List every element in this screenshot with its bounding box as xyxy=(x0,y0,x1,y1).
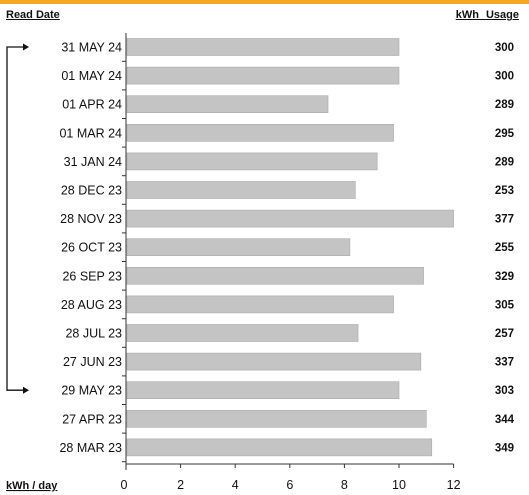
x-tick-label: 2 xyxy=(177,478,184,492)
usage-value: 300 xyxy=(495,71,514,83)
bar xyxy=(126,381,400,400)
bar xyxy=(126,124,394,142)
category-label: 28 AUG 23 xyxy=(61,298,122,312)
category-label: 01 MAY 24 xyxy=(61,69,122,83)
usage-value: 295 xyxy=(495,128,515,140)
usage-value: 300 xyxy=(495,42,514,54)
category-label: 28 MAR 23 xyxy=(59,441,122,455)
x-tick-label: 4 xyxy=(232,478,239,492)
bar xyxy=(126,352,422,371)
x-axis-label: kWh / day xyxy=(6,480,58,492)
usage-value: 257 xyxy=(495,328,514,340)
usage-values-group: 300 300 289 295 289 253 377 255 329 305 257 337 303 3… xyxy=(495,42,515,454)
arrow-icon xyxy=(23,43,29,51)
x-tick-label: 10 xyxy=(392,478,406,492)
category-label: 01 APR 24 xyxy=(62,98,122,112)
bar xyxy=(126,181,356,199)
bar xyxy=(126,409,427,428)
category-label: 26 OCT 23 xyxy=(61,241,122,255)
bar xyxy=(126,38,400,56)
axis-group: 0 2 4 6 8 10 12 kWh / day xyxy=(6,33,461,492)
usage-value: 289 xyxy=(495,99,514,111)
category-label: 31 MAY 24 xyxy=(61,41,122,55)
usage-value: 305 xyxy=(495,299,515,311)
usage-value: 303 xyxy=(495,385,514,397)
category-labels-group: 31 MAY 24 01 MAY 24 01 APR 24 01 MAR 24 31 J… xyxy=(59,41,122,455)
x-tick-label: 12 xyxy=(447,478,461,492)
usage-value: 253 xyxy=(495,185,514,197)
bar xyxy=(126,209,454,228)
read-date-header: Read Date xyxy=(6,9,60,21)
category-label: 31 JAN 24 xyxy=(64,155,122,169)
usage-value: 377 xyxy=(495,214,514,226)
arrow-icon xyxy=(23,386,29,394)
bracket-line xyxy=(6,46,24,391)
category-label: 26 SEP 23 xyxy=(62,269,122,283)
usage-value: 337 xyxy=(495,357,514,369)
category-label: 27 APR 23 xyxy=(62,412,122,426)
bar xyxy=(126,66,400,85)
kwh-usage-header: kWh Usage xyxy=(455,9,519,21)
comparison-bracket xyxy=(6,43,29,394)
usage-value: 349 xyxy=(495,442,514,454)
category-label: 01 MAR 24 xyxy=(59,126,122,140)
category-label: 29 MAY 23 xyxy=(61,384,122,398)
category-label: 28 DEC 23 xyxy=(61,184,122,198)
bar xyxy=(126,438,433,457)
usage-value: 329 xyxy=(495,271,514,283)
x-tick-label: 6 xyxy=(286,478,293,492)
bar xyxy=(126,295,394,314)
x-tick-label: 0 xyxy=(121,478,128,492)
x-tick-label: 8 xyxy=(341,478,348,492)
usage-value: 255 xyxy=(495,242,515,254)
category-label: 27 JUN 23 xyxy=(63,355,122,369)
bar xyxy=(126,152,378,171)
usage-value: 344 xyxy=(495,414,515,426)
bars-group xyxy=(126,38,454,457)
bar xyxy=(126,238,351,256)
bar xyxy=(126,324,359,342)
usage-value: 289 xyxy=(495,156,514,168)
category-label: 28 JUL 23 xyxy=(65,327,122,341)
bar xyxy=(126,95,329,113)
category-label: 28 NOV 23 xyxy=(60,212,122,226)
accent-bar xyxy=(0,0,529,4)
bar xyxy=(126,266,424,285)
